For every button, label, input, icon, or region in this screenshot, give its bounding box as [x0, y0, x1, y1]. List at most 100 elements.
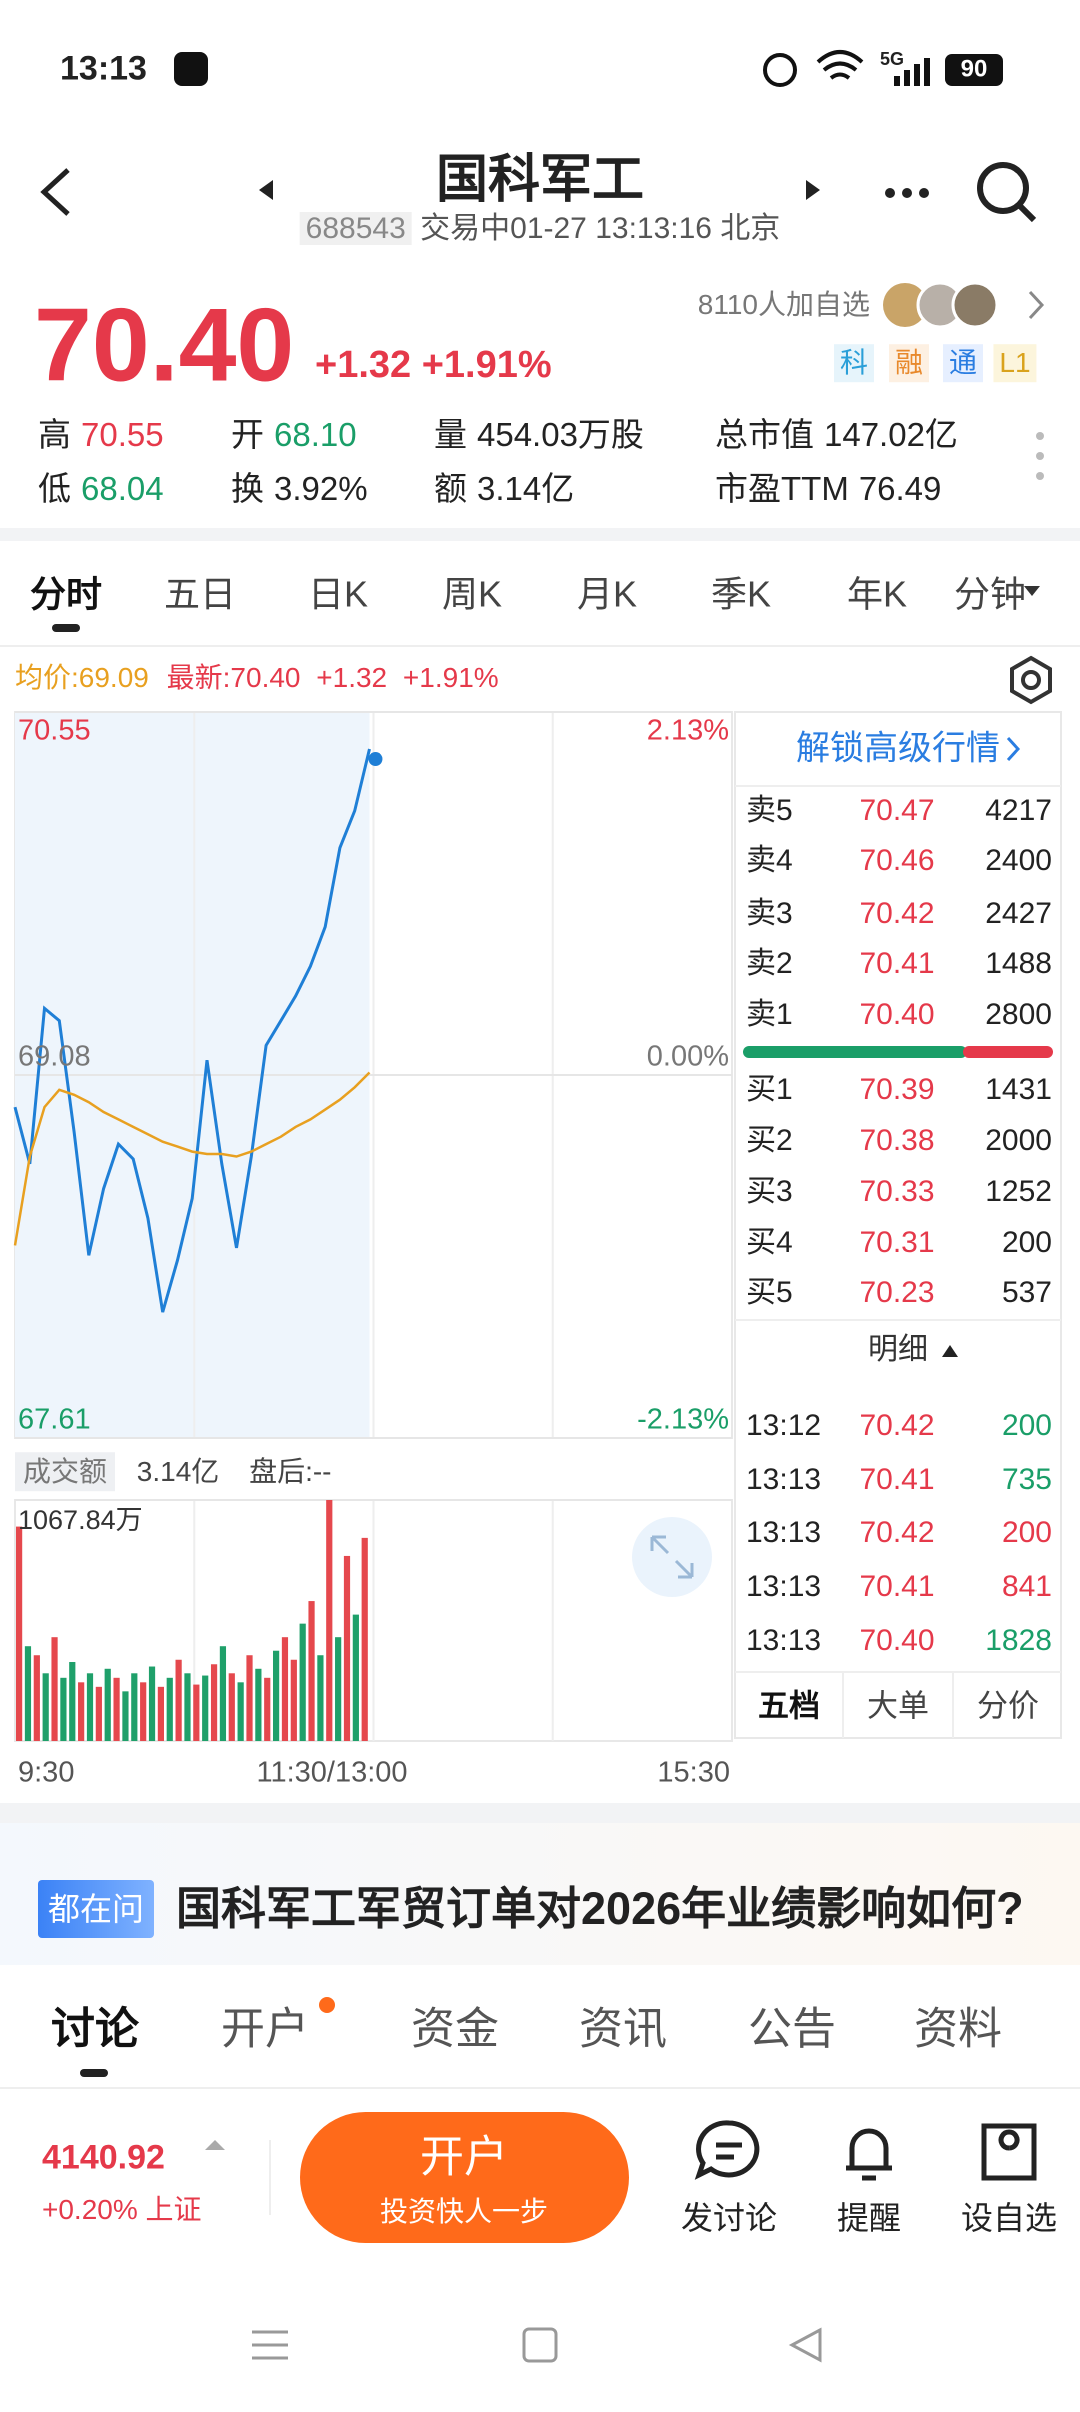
volume-bar — [51, 1637, 58, 1741]
book-volume: 1431 — [985, 1073, 1052, 1106]
period-tab[interactable]: 五日 — [163, 573, 237, 615]
book-tab[interactable]: 五档 — [758, 1688, 820, 1724]
index-value[interactable]: 4140.92 — [42, 2138, 165, 2177]
volume-info: 成交额 3.14亿 盘后:-- — [15, 1452, 332, 1492]
expand-button[interactable] — [632, 1517, 712, 1597]
stat: 额 3.14亿 — [434, 469, 574, 509]
bottom-tab[interactable]: 资金 — [411, 2004, 499, 2054]
dropdown-arrow — [1024, 586, 1040, 596]
period-tab[interactable]: 年K — [846, 573, 908, 615]
trades-title[interactable]: 明细 — [868, 1333, 928, 1366]
period-tab[interactable]: 周K — [441, 573, 503, 615]
volume-bar — [317, 1655, 324, 1741]
settings-button[interactable] — [1010, 655, 1052, 705]
volume-bar — [78, 1682, 85, 1741]
next-stock[interactable] — [806, 180, 820, 200]
bottom-tab[interactable]: 公告 — [748, 2004, 836, 2054]
tag: L1 — [993, 344, 1037, 382]
network: 5G — [880, 49, 905, 70]
volume-bar — [361, 1537, 368, 1741]
change-pct: +1.91% — [402, 662, 499, 694]
prev-stock[interactable] — [259, 180, 273, 200]
bottom-tab[interactable]: 讨论 — [51, 2004, 139, 2054]
volume-bar — [166, 1677, 173, 1741]
chevron[interactable] — [1006, 736, 1021, 762]
action-label[interactable]: 设自选 — [960, 2199, 1058, 2236]
period-tab[interactable]: 月K — [576, 573, 638, 615]
volume-bar — [272, 1650, 280, 1741]
back-button[interactable] — [40, 168, 70, 216]
stat-value: 70.55 — [81, 416, 164, 454]
tag: 通 — [942, 344, 984, 382]
clock: 13:13 — [60, 49, 147, 88]
trade-price: 70.41 — [859, 1570, 935, 1603]
unlock-level2[interactable]: 解锁高级行情 — [796, 729, 1000, 768]
volume-bar — [16, 1526, 23, 1741]
book-tab[interactable]: 分价 — [977, 1688, 1039, 1724]
book-volume: 537 — [1001, 1276, 1052, 1309]
x-tick-label: 15:30 — [657, 1756, 730, 1789]
volume-bar — [24, 1646, 32, 1741]
bottom-tab[interactable]: 资料 — [914, 2004, 1002, 2054]
more-button[interactable] — [885, 188, 929, 198]
book-volume: 200 — [1001, 1226, 1052, 1259]
more-stats[interactable] — [1036, 432, 1044, 480]
tab-indicator — [52, 624, 80, 632]
y2-tick-label: 0.00% — [646, 1040, 729, 1073]
action-label[interactable]: 提醒 — [836, 2199, 902, 2236]
alarm-icon — [763, 53, 797, 87]
period-tab[interactable]: 季K — [710, 573, 772, 615]
volume-bar — [157, 1686, 164, 1741]
stat-value: 3.14亿 — [477, 470, 575, 508]
y2-tick-label: 2.13% — [646, 714, 729, 747]
book-volume: 2800 — [985, 998, 1052, 1031]
book-price: 70.38 — [859, 1124, 935, 1157]
book-price: 70.41 — [859, 947, 935, 980]
volume-bar — [113, 1677, 120, 1741]
question-card[interactable]: 都在问 国科军工军贸订单对2026年业绩影响如何? — [0, 1823, 1080, 1965]
bottom-tab[interactable]: 开户 — [221, 2004, 309, 2054]
book-volume: 1488 — [985, 947, 1052, 980]
volume-bar — [210, 1664, 218, 1741]
book-volume: 4217 — [985, 794, 1052, 827]
volume-bar — [175, 1659, 182, 1741]
period-tab[interactable]: 日K — [307, 573, 369, 615]
book-tab[interactable]: 大单 — [867, 1688, 929, 1724]
chevron[interactable] — [1028, 290, 1045, 320]
bottom-tab[interactable]: 资讯 — [579, 2004, 667, 2054]
stat: 量 454.03万股 — [434, 415, 644, 455]
volume-bar — [148, 1666, 156, 1741]
volume-bar — [42, 1673, 49, 1741]
battery-level: 90 — [960, 55, 988, 83]
latest-price: 最新:70.40 — [166, 662, 301, 694]
book-label: 卖5 — [746, 794, 793, 827]
volume-bar — [246, 1655, 253, 1741]
search-button[interactable] — [977, 162, 1037, 223]
signal-icon — [894, 58, 930, 86]
volume-bar — [140, 1682, 147, 1741]
period-tab[interactable]: 分时 — [29, 573, 103, 615]
change: +1.32 — [316, 662, 388, 694]
volume-bar — [33, 1655, 40, 1741]
stat-value: 68.04 — [81, 470, 164, 508]
trade-volume: 200 — [1001, 1409, 1052, 1442]
trade-time: 13:13 — [746, 1463, 822, 1496]
y2-tick-label: -2.13% — [637, 1403, 729, 1436]
action-label[interactable]: 发讨论 — [680, 2199, 778, 2236]
divider — [0, 528, 1080, 541]
volume-bar — [281, 1637, 289, 1741]
period-tab[interactable]: 分钟 — [953, 573, 1027, 615]
price-change: +1.32 +1.91% — [315, 343, 552, 389]
stock-meta: 688543 交易中01-27 13:13:16 北京 — [299, 211, 780, 247]
book-price: 70.46 — [859, 844, 935, 877]
open-account-button[interactable] — [300, 2112, 629, 2243]
volume-label: 成交额 — [15, 1452, 116, 1492]
book-label: 卖4 — [746, 844, 793, 877]
volume-bar — [352, 1614, 359, 1741]
volume-bar — [193, 1684, 200, 1741]
trade-volume: 841 — [1001, 1570, 1052, 1603]
trade-price: 70.41 — [859, 1463, 935, 1496]
stat: 市盈TTM 76.49 — [715, 469, 941, 509]
wifi-icon — [816, 50, 864, 80]
book-label: 买5 — [746, 1276, 793, 1309]
